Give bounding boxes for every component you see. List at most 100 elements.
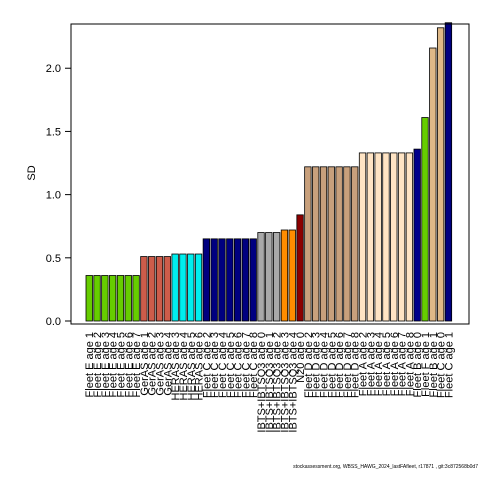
bar [249,238,257,322]
bar [124,275,132,322]
bar [93,275,101,322]
bar [202,238,211,322]
bar [101,275,109,322]
x-tick-label: IBTS+IBTSQ3 age 4 [287,332,299,433]
x-tick-label: IBTS+IBTSQ3 age 3 [279,332,291,433]
x-tick-label: GerAS age 1 [139,332,151,396]
x-tick-label: Fleet F age 1 [420,332,432,397]
x-tick-label: Fleet E age 5 [115,332,127,397]
y-tick-label: 0.5 [46,253,61,265]
x-tick-label: HERAS age 3 [170,332,182,400]
bar [335,166,343,322]
x-tick-label: Fleet C age 0 [436,332,448,398]
bar [327,166,335,322]
x-tick-label: Fleet C age 1 [443,332,455,398]
bar [171,253,179,322]
bar [163,256,171,322]
y-tick-label: 0.0 [46,316,61,328]
x-tick-label: Fleet D age 4 [319,332,331,398]
x-tick-label: GerAS age 3 [155,332,167,396]
x-tick-label: Fleet D age 6 [334,332,346,398]
bar [109,275,117,322]
x-tick-label: Fleet E age 2 [92,332,104,397]
x-tick-label: N20 age 0 [295,332,307,383]
bar [116,275,125,322]
x-tick-label: Fleet E age 6 [123,332,135,397]
y-tick-label: 2.0 [46,63,61,75]
bar [413,148,421,322]
x-tick-label: Fleet B age 0 [412,332,424,397]
x-tick-label: Fleet C age 3 [209,332,221,398]
x-tick-label: Fleet A age 8 [404,332,416,396]
x-tick-label: Fleet A age 2 [358,332,370,396]
x-tick-label: HERAS age 5 [186,332,198,400]
bar [187,253,195,322]
bar [140,256,148,322]
x-tick-label: HERAS age 4 [178,332,190,400]
x-tick-label: Fleet D age 7 [342,332,354,398]
bar [257,232,265,322]
x-tick-label: Fleet A age 6 [389,332,401,396]
bar [358,152,367,322]
x-tick-label: Fleet E age 7 [131,332,143,397]
bar [382,152,390,322]
bar [429,47,437,322]
x-tick-label: HERAS age 6 [194,332,206,400]
bar [397,152,406,322]
bar [132,275,140,322]
x-tick-label: Fleet D age 8 [350,332,362,398]
bar [179,253,187,322]
x-tick-label: Fleet C age 7 [240,332,252,398]
x-tick-label: Fleet A age 4 [373,332,385,396]
bar [280,229,289,322]
bar [218,238,226,322]
x-tick-label: GerAS age 4 [162,332,174,396]
x-tick-label: GerAS age 2 [147,332,159,396]
bar [436,27,445,322]
y-axis: 0.0 0.5 1.0 1.5 2.0 [46,63,72,328]
bars-group [85,22,453,322]
bar [148,256,156,322]
bar [319,166,328,322]
footer-text: stockassessment.org, WBSS_HAWG_2024_last… [293,464,478,470]
bar [343,166,351,322]
x-tick-label: Fleet D age 2 [303,332,315,398]
x-tick-label: IBTS+IBTSQ3 age 0 [256,332,268,433]
x-tick-label: Fleet C age 4 [217,332,229,398]
y-tick-label: 1.5 [46,126,61,138]
x-tick-label: Fleet A age 3 [365,332,377,396]
bar [312,166,320,322]
x-tick-label: Fleet D age 5 [326,332,338,398]
x-tick-label: Fleet C age 2 [201,332,213,398]
bar [390,152,398,322]
bar [265,232,273,322]
bar [194,253,203,322]
bar [405,152,414,322]
bar [366,152,374,322]
y-axis-title: SD [26,165,38,180]
bar [374,152,382,322]
x-tick-label: Fleet E age 3 [100,332,112,397]
bar [233,238,242,322]
bar [444,22,453,322]
x-tick-label: Fleet A age 5 [381,332,393,396]
bar [272,232,281,322]
bar [288,229,296,322]
bar [304,166,312,322]
x-tick-label: Fleet C age 6 [233,332,245,398]
bar [210,238,218,322]
y-tick-label: 1.0 [46,190,61,202]
x-tick-label: Fleet C age 8 [248,332,260,398]
bar [351,166,359,322]
x-tick-label: Fleet E age 4 [108,332,120,397]
x-tick-label: IBTS+IBTSQ3 age 1 [264,332,276,433]
x-tick-label: Fleet B age 1 [428,332,440,397]
x-tick-label: Fleet E age 1 [84,332,96,397]
bar [226,238,234,322]
bar [155,256,164,322]
x-tick-label: Fleet C age 5 [225,332,237,398]
bar [85,275,93,322]
bar [421,117,429,322]
